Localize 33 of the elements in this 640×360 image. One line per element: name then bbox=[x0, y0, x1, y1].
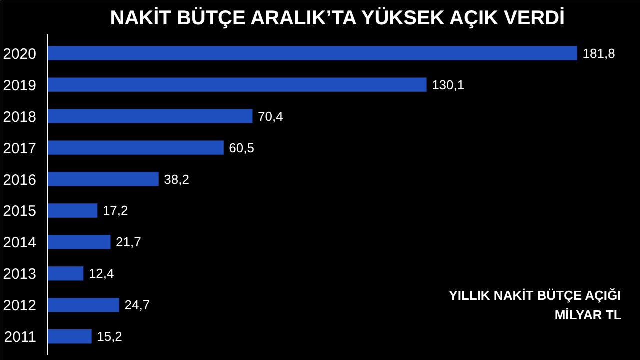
data-label: 70,4 bbox=[258, 108, 284, 124]
bar bbox=[48, 298, 120, 312]
bar bbox=[48, 235, 111, 250]
bar bbox=[48, 140, 224, 155]
y-tick-label: 2017 bbox=[3, 140, 37, 158]
bar bbox=[48, 266, 84, 281]
bar bbox=[48, 204, 98, 218]
y-tick-label: 2011 bbox=[4, 329, 37, 346]
data-label: 60,5 bbox=[229, 140, 254, 156]
data-label: 181,8 bbox=[582, 46, 616, 61]
y-tick-label: 2014 bbox=[3, 234, 37, 252]
y-tick-label: 2020 bbox=[3, 46, 37, 63]
data-label: 12,4 bbox=[88, 266, 114, 282]
data-label: 21,7 bbox=[116, 234, 142, 250]
data-label: 17,2 bbox=[102, 203, 128, 218]
bar bbox=[48, 78, 427, 92]
bar bbox=[48, 172, 159, 186]
annotation: MİLYAR TL bbox=[554, 308, 622, 323]
chart-title: NAKİT BÜTÇE ARALIK’TA YÜKSEK AÇIK VERDİ bbox=[110, 6, 566, 30]
data-label: 38,2 bbox=[164, 172, 190, 187]
y-tick-label: 2018 bbox=[3, 108, 37, 126]
annotation: YILLIK NAKİT BÜTÇE AÇIĞI bbox=[449, 288, 622, 304]
y-tick-label: 2012 bbox=[3, 298, 37, 315]
bar bbox=[48, 109, 253, 124]
data-label: 24,7 bbox=[124, 298, 150, 313]
y-tick-label: 2016 bbox=[3, 172, 37, 189]
y-tick-label: 2015 bbox=[3, 203, 37, 220]
bar bbox=[48, 46, 578, 60]
data-label: 130,1 bbox=[432, 77, 465, 92]
y-tick-label: 2013 bbox=[3, 266, 37, 284]
y-tick-label: 2019 bbox=[3, 77, 37, 94]
data-label: 15,2 bbox=[97, 329, 122, 344]
bar bbox=[48, 330, 92, 344]
